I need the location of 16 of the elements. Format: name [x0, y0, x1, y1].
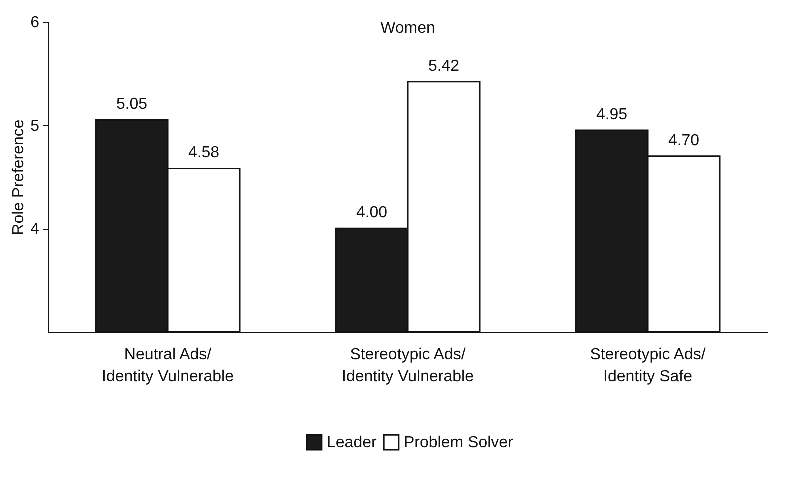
y-tick-label: 4 — [30, 221, 40, 238]
legend-label: Problem Solver — [404, 434, 514, 452]
y-axis-title: Role Preference — [10, 120, 28, 236]
data-label: 4.58 — [188, 144, 220, 162]
y-tick-label: 6 — [30, 14, 40, 32]
data-label: 4.70 — [668, 132, 700, 150]
chart-title: Women — [380, 20, 436, 37]
legend-label: Leader — [327, 434, 378, 452]
data-label: 4.00 — [356, 204, 388, 222]
x-tick-label: Neutral Ads/ Identity Vulnerable — [102, 346, 234, 386]
y-tick-label: 5 — [30, 118, 40, 135]
data-label: 5.42 — [428, 58, 460, 75]
x-tick-label: Stereotypic Ads/ Identity Vulnerable — [342, 346, 474, 386]
x-tick-label: Stereotypic Ads/ Identity Safe — [590, 346, 706, 386]
data-label: 4.95 — [596, 106, 628, 124]
data-label: 5.05 — [116, 96, 148, 114]
